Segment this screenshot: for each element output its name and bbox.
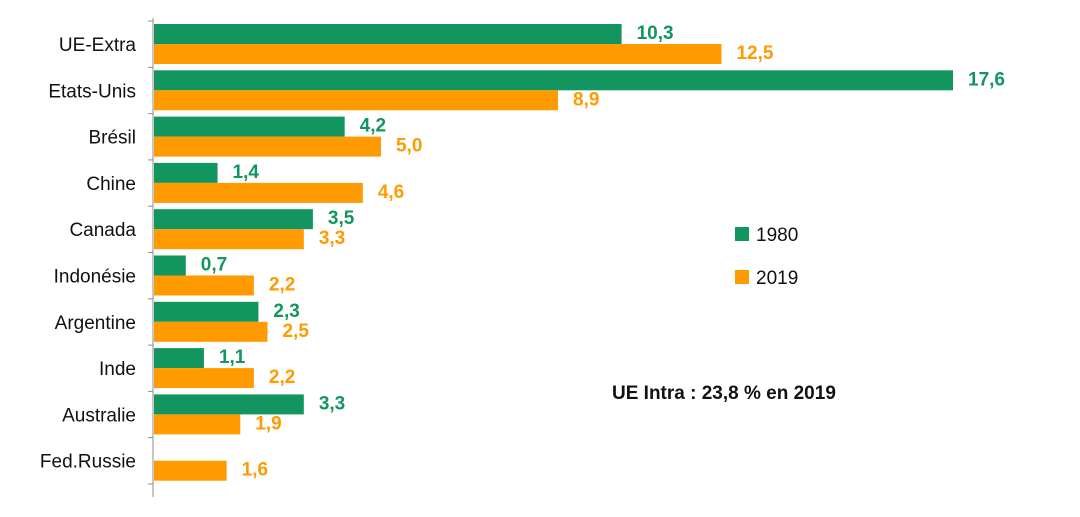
legend-label-1980: 1980 <box>756 225 798 246</box>
bar-1980-argentine <box>154 301 259 322</box>
legend-label-2019: 2019 <box>756 268 798 289</box>
category-label-ue-extra: UE-Extra <box>59 35 137 56</box>
bar-1980-inde <box>154 348 204 369</box>
value-label-2019-chine: 4,6 <box>378 182 404 203</box>
bar-2019-inde <box>154 368 254 389</box>
bar-1980-indonesie <box>154 255 186 276</box>
value-label-2019-bresil: 5,0 <box>396 136 422 157</box>
bar-1980-canada <box>154 209 313 230</box>
bars <box>154 24 953 481</box>
value-label-2019-argentine: 2,5 <box>282 321 309 342</box>
category-label-argentine: Argentine <box>55 313 136 334</box>
value-label-1980-indonesie: 0,7 <box>201 255 227 276</box>
value-label-1980-etats-unis: 17,6 <box>968 69 1005 90</box>
bar-1980-ue-extra <box>154 24 622 44</box>
bar-2019-australie <box>154 414 241 435</box>
y-axis <box>148 18 154 497</box>
category-label-etats-unis: Etats-Unis <box>48 81 136 102</box>
value-label-1980-ue-extra: 10,3 <box>637 23 674 44</box>
bar-2019-chine <box>154 182 363 203</box>
bar-2019-ue-extra <box>154 44 722 64</box>
value-label-2019-australie: 1,9 <box>255 413 281 434</box>
value-label-1980-argentine: 2,3 <box>273 301 299 322</box>
value-label-2019-inde: 2,2 <box>269 367 295 388</box>
legend-swatch-1980 <box>735 227 749 241</box>
value-label-2019-ue-extra: 12,5 <box>736 43 773 64</box>
value-label-2019-etats-unis: 8,9 <box>573 89 599 110</box>
category-label-fed-russie: Fed.Russie <box>40 452 136 473</box>
bar-1980-australie <box>154 394 304 415</box>
annotation-ue-intra: UE Intra : 23,8 % en 2019 <box>612 383 836 404</box>
bar-2019-bresil <box>154 136 381 157</box>
value-label-2019-indonesie: 2,2 <box>269 275 295 296</box>
value-label-1980-chine: 1,4 <box>233 162 260 183</box>
category-label-inde: Inde <box>99 359 136 380</box>
value-label-2019-fed-russie: 1,6 <box>242 460 268 481</box>
category-label-bresil: Brésil <box>88 128 136 149</box>
bar-2019-etats-unis <box>154 90 559 111</box>
bar-2019-fed-russie <box>154 460 227 481</box>
bar-2019-indonesie <box>154 275 254 296</box>
category-label-canada: Canada <box>69 220 136 241</box>
labels: UE-Extra 10,3 12,5 Etats-Unis 17,6 8,9 Brésil 4… <box>40 23 1005 481</box>
bar-1980-bresil <box>154 116 345 137</box>
legend-swatch-2019 <box>735 270 749 284</box>
bar-1980-etats-unis <box>154 70 953 91</box>
value-label-1980-bresil: 4,2 <box>360 116 386 137</box>
bar-2019-canada <box>154 229 304 250</box>
bar-2019-argentine <box>154 321 268 342</box>
value-label-1980-australie: 3,3 <box>319 393 345 414</box>
value-label-1980-canada: 3,5 <box>328 208 355 229</box>
legend: 1980 2019 <box>735 225 798 289</box>
value-label-1980-inde: 1,1 <box>219 347 246 368</box>
category-label-chine: Chine <box>86 174 136 195</box>
category-label-indonesie: Indonésie <box>54 267 136 288</box>
category-label-australie: Australie <box>62 405 136 426</box>
bar-1980-chine <box>154 162 218 183</box>
value-label-2019-canada: 3,3 <box>319 228 345 249</box>
